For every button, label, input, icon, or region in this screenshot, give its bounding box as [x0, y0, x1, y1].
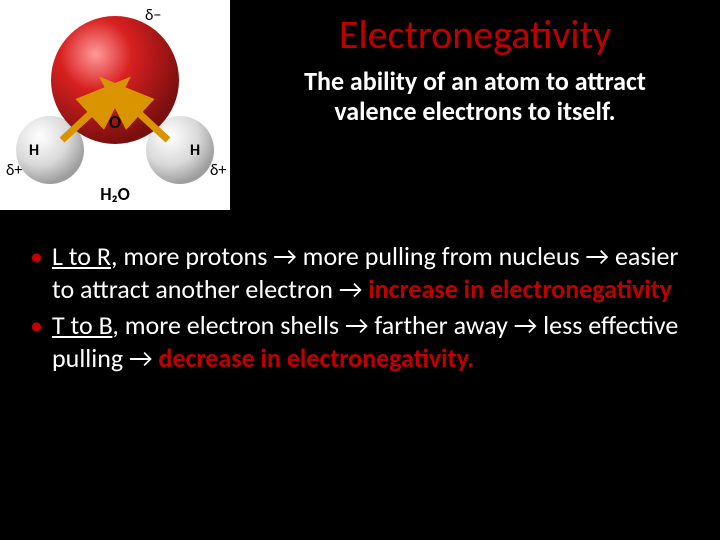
slide-title: Electronegativity — [250, 10, 700, 59]
delta-neg-label: δ− — [145, 6, 161, 25]
delta-pos-left-label: δ+ — [6, 161, 22, 180]
formula-label: H₂O — [100, 183, 130, 205]
bullet-list: L to R, more protons → more pulling from… — [30, 240, 690, 378]
slide: O H H H₂O δ− δ+ δ+ Electronegativity The… — [0, 0, 720, 540]
water-molecule-diagram: O H H H₂O δ− δ+ δ+ — [0, 0, 230, 210]
hydrogen-left-label: H — [29, 141, 39, 160]
subtitle-line1: The ability of an atom to attract — [304, 65, 646, 97]
bullet-1: L to R, more protons → more pulling from… — [30, 240, 690, 305]
bullet-2: T to B, more electron shells → farther a… — [30, 309, 690, 374]
bullet-2-lead: T to B — [52, 309, 112, 341]
bullet-1-lead: L to R — [52, 240, 111, 272]
bullet-1-emph: increase in electronegativity — [368, 273, 672, 305]
bullet-2-emph: decrease in electronegativity. — [158, 342, 474, 374]
delta-pos-right-label: δ+ — [210, 161, 226, 180]
header-area: Electronegativity The ability of an atom… — [250, 10, 700, 127]
oxygen-label: O — [109, 111, 121, 133]
slide-subtitle: The ability of an atom to attract valenc… — [250, 67, 700, 127]
hydrogen-right-label: H — [190, 141, 200, 160]
subtitle-line2: valence electrons to itself. — [334, 95, 615, 127]
